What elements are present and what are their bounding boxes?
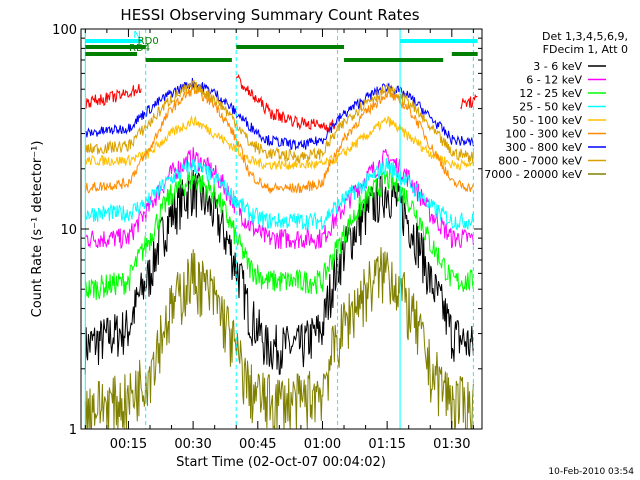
legend-entry-label: 7000 - 20000 keV xyxy=(484,168,582,181)
y-tick-label: 100 xyxy=(52,23,77,38)
legend-entry-label: 3 - 6 keV xyxy=(533,60,582,73)
front-series-segment-3 xyxy=(460,93,478,110)
legend-entry-label: 25 - 50 keV xyxy=(519,101,582,114)
x-axis: 00:15 00:30 00:45 01:00 01:15 01:30 xyxy=(84,29,474,452)
legend-header-line: FDecim 1, Att 0 xyxy=(543,43,628,56)
series-line-50-100-kev xyxy=(84,115,474,171)
flag-band-label: RD0 xyxy=(138,36,159,47)
front-series-segment-1 xyxy=(85,84,142,109)
x-axis-label: Start Time (02-Oct-07 00:04:02) xyxy=(176,455,386,470)
legend: Det 1,3,4,5,6,9,FDecim 1, Att 0 3 - 6 keV… xyxy=(484,30,628,181)
legend-entry-label: 6 - 12 keV xyxy=(526,74,582,87)
series-line-7000-20000-kev xyxy=(84,247,474,430)
x-tick-label: 01:15 xyxy=(368,437,405,452)
x-tick-label: 01:00 xyxy=(304,437,341,452)
series-line-12-25-kev xyxy=(84,168,474,301)
legend-header-line: Det 1,3,4,5,6,9, xyxy=(542,30,628,43)
legend-entry-label: 300 - 800 keV xyxy=(505,141,582,154)
y-tick-label: 10 xyxy=(60,223,77,238)
legend-entry-label: 50 - 100 keV xyxy=(512,114,582,127)
y-axis-label: Count Rate (s⁻¹ detector⁻¹) xyxy=(30,141,45,318)
legend-entry-label: 100 - 300 keV xyxy=(505,128,582,141)
legend-entry-label: 12 - 25 keV xyxy=(519,87,582,100)
y-tick-label: 1 xyxy=(69,423,77,438)
timestamp: 10-Feb-2010 03:54 xyxy=(548,467,634,477)
series-line-25-50-kev xyxy=(84,158,474,231)
x-tick-label: 00:15 xyxy=(110,437,147,452)
legend-entry-label: 800 - 7000 keV xyxy=(498,155,582,168)
series-line-300-800-kev xyxy=(85,78,474,151)
x-tick-label: 00:45 xyxy=(239,437,276,452)
y-axis: 1 10 100 xyxy=(52,23,482,438)
series-line-3-6-kev xyxy=(84,169,474,375)
flag-band-label: N xyxy=(133,30,140,41)
chart-title: HESSI Observing Summary Count Rates xyxy=(120,6,419,24)
x-tick-label: 00:30 xyxy=(174,437,211,452)
series-line-800-7000-kev xyxy=(84,79,474,164)
x-tick-label: 01:30 xyxy=(433,437,470,452)
front-series-segment-2 xyxy=(235,73,336,133)
flag-band-label: RD4 xyxy=(129,43,150,54)
